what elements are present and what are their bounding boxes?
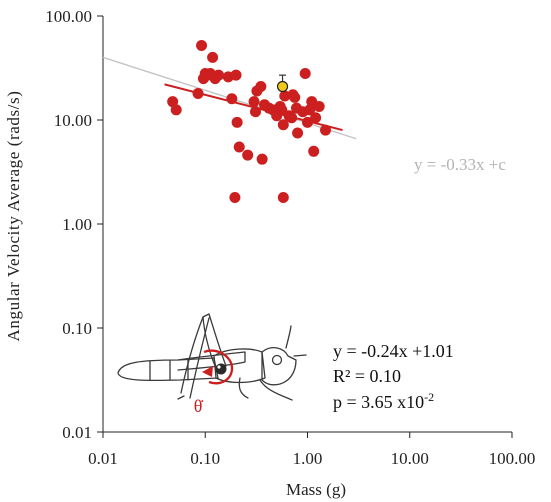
grasshopper-front-leg [259,379,293,401]
data-point [277,191,289,203]
data-point [170,104,182,116]
data-point [242,149,254,161]
data-point [192,87,204,99]
data-point [292,127,304,139]
data-point [233,141,245,153]
data-point [249,106,261,118]
x-tick-label: 0.01 [88,449,118,468]
r-squared: R² = 0.10 [333,366,401,386]
data-point [289,91,301,103]
data-point [302,116,313,128]
y-tick-label: 10.00 [54,111,92,130]
x-tick-label: 100.00 [489,449,536,468]
grasshopper-illustration [117,313,307,401]
data-point [277,119,289,131]
grasshopper-middle-leg [238,377,249,399]
data-point [256,153,268,165]
x-axis-ticks: 0.01 0.10 1.00 10.00 100.00 [88,432,535,468]
y-tick-label: 0.01 [62,423,92,442]
data-point [255,80,267,92]
x-tick-label: 0.10 [190,449,220,468]
x-tick-label: 1.00 [293,449,323,468]
data-point [320,124,332,136]
y-tick-label: 100.00 [45,7,92,26]
x-tick-label: 10.00 [391,449,429,468]
data-point [248,96,260,108]
y-axis-label: Angular Velocity Average (rads/s) [4,91,23,342]
data-point [167,96,179,108]
grasshopper-antenna [285,325,292,349]
data-point [196,40,208,52]
y-tick-label: 0.10 [62,319,92,338]
data-point [313,100,325,112]
data-point [231,116,243,128]
x-axis-label: Mass (g) [286,480,346,499]
data-point [230,69,242,81]
p-value: p = 3.65 x10-2 [333,390,434,412]
fit-equation: y = -0.24x +1.01 [333,341,454,361]
p-value-base: p = 3.65 x10 [333,392,424,412]
data-point [207,51,219,63]
data-point [310,112,322,124]
data-point [304,104,316,116]
grasshopper-head [261,346,297,386]
data-points [167,40,332,203]
data-point [279,90,291,102]
grasshopper-abdomen [117,357,219,382]
data-point [286,112,298,124]
reference-line-label: y = -0.33x +c [414,155,506,174]
highlighted-data-point [276,80,289,93]
rotation-indicator: θ̇ [194,349,234,416]
data-point [213,69,225,81]
data-point [226,93,238,105]
grasshopper-hind-tibia [180,316,210,399]
data-point [229,191,241,203]
data-point [308,145,320,157]
y-axis-ticks: 0.01 0.10 1.00 10.00 100.00 [45,7,103,442]
data-point [299,67,311,79]
p-value-exponent: -2 [424,390,434,404]
theta-dot-label: θ̇ [194,396,204,416]
y-tick-label: 1.00 [62,215,92,234]
